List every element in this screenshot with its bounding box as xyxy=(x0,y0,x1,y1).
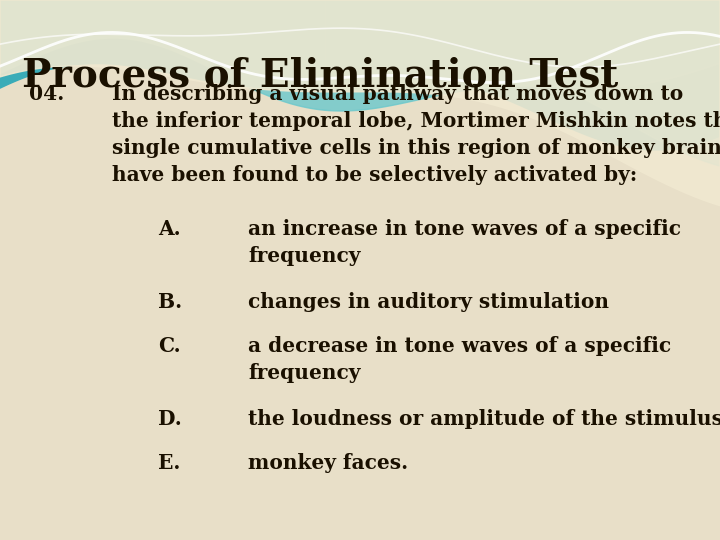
Text: D.: D. xyxy=(158,409,182,429)
Text: A.: A. xyxy=(158,219,181,239)
Text: 04.: 04. xyxy=(29,84,64,104)
Text: Process of Elimination Test: Process of Elimination Test xyxy=(22,57,618,94)
Text: monkey faces.: monkey faces. xyxy=(248,453,408,473)
Text: the loudness or amplitude of the stimulus: the loudness or amplitude of the stimulu… xyxy=(248,409,720,429)
Text: B.: B. xyxy=(158,292,183,312)
Text: an increase in tone waves of a specific
frequency: an increase in tone waves of a specific … xyxy=(248,219,681,266)
Text: changes in auditory stimulation: changes in auditory stimulation xyxy=(248,292,609,312)
Text: C.: C. xyxy=(158,336,181,356)
Text: a decrease in tone waves of a specific
frequency: a decrease in tone waves of a specific f… xyxy=(248,336,672,383)
Text: In describing a visual pathway that moves down to
the inferior temporal lobe, Mo: In describing a visual pathway that move… xyxy=(112,84,720,185)
Text: E.: E. xyxy=(158,453,181,473)
